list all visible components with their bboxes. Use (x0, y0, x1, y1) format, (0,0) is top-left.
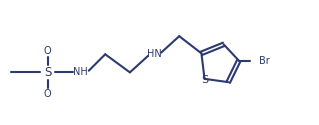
Text: HN: HN (147, 49, 162, 59)
Text: O: O (44, 46, 51, 56)
Text: NH: NH (73, 67, 88, 77)
Text: S: S (201, 76, 208, 86)
Text: S: S (44, 66, 51, 79)
Text: O: O (44, 89, 51, 99)
Text: Br: Br (259, 56, 270, 66)
